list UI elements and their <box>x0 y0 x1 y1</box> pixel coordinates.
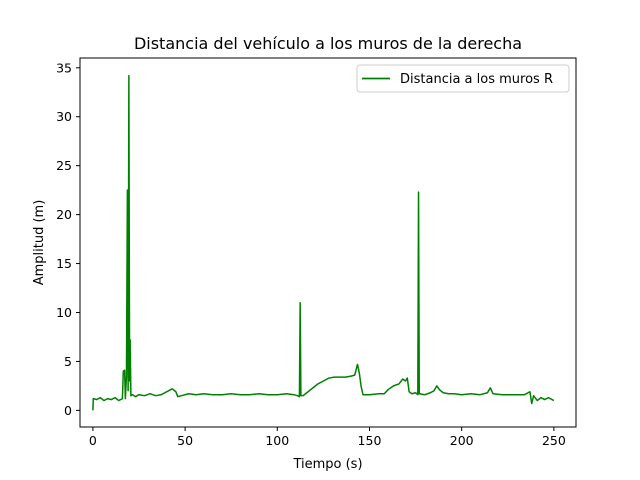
axes-layer: 0 50 100 150 200 250 0 5 10 15 20 25 30 35 <box>56 57 577 448</box>
x-tick-label: 200 <box>450 433 474 448</box>
y-tick-label: 5 <box>64 354 72 369</box>
x-axis-label: Tiempo (s) <box>292 457 362 472</box>
legend-box <box>356 64 570 93</box>
y-tick-label: 20 <box>56 207 72 222</box>
x-tick-label: 50 <box>177 433 193 448</box>
plot-area <box>80 58 576 427</box>
chart-title: Distancia del vehículo a los muros de la… <box>134 34 522 53</box>
x-tick-label: 150 <box>358 433 382 448</box>
y-tick-label: 10 <box>56 305 72 320</box>
series-layer <box>92 74 555 411</box>
legend-label: Distancia a los muros R <box>400 72 553 87</box>
y-tick-label: 0 <box>64 403 72 418</box>
y-tick-label: 15 <box>56 256 72 271</box>
y-tick-label: 30 <box>56 109 72 124</box>
axes-frame <box>79 57 577 428</box>
x-tick-label: 250 <box>542 433 566 448</box>
y-tick-label: 35 <box>56 60 72 75</box>
y-tick-label: 25 <box>56 158 72 173</box>
series-line-0 <box>92 74 555 411</box>
legend: Distancia a los muros R <box>356 64 570 93</box>
y-axis-label: Amplitud (m) <box>32 200 47 286</box>
x-tick-label: 100 <box>265 433 289 448</box>
x-tick-label: 0 <box>89 433 97 448</box>
